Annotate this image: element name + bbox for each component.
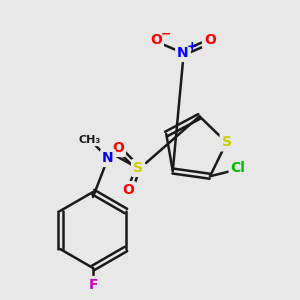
Text: +: + [187, 40, 197, 53]
Text: F: F [88, 278, 98, 292]
Text: N: N [177, 46, 189, 60]
Text: Cl: Cl [231, 161, 245, 175]
Text: O: O [204, 33, 216, 47]
Text: CH₃: CH₃ [79, 135, 101, 145]
Text: S: S [221, 135, 232, 149]
Text: O: O [112, 141, 124, 155]
Text: N: N [102, 151, 114, 165]
Text: O: O [122, 183, 134, 197]
Text: O: O [150, 33, 162, 47]
Text: −: − [161, 28, 171, 40]
Text: S: S [133, 161, 143, 175]
